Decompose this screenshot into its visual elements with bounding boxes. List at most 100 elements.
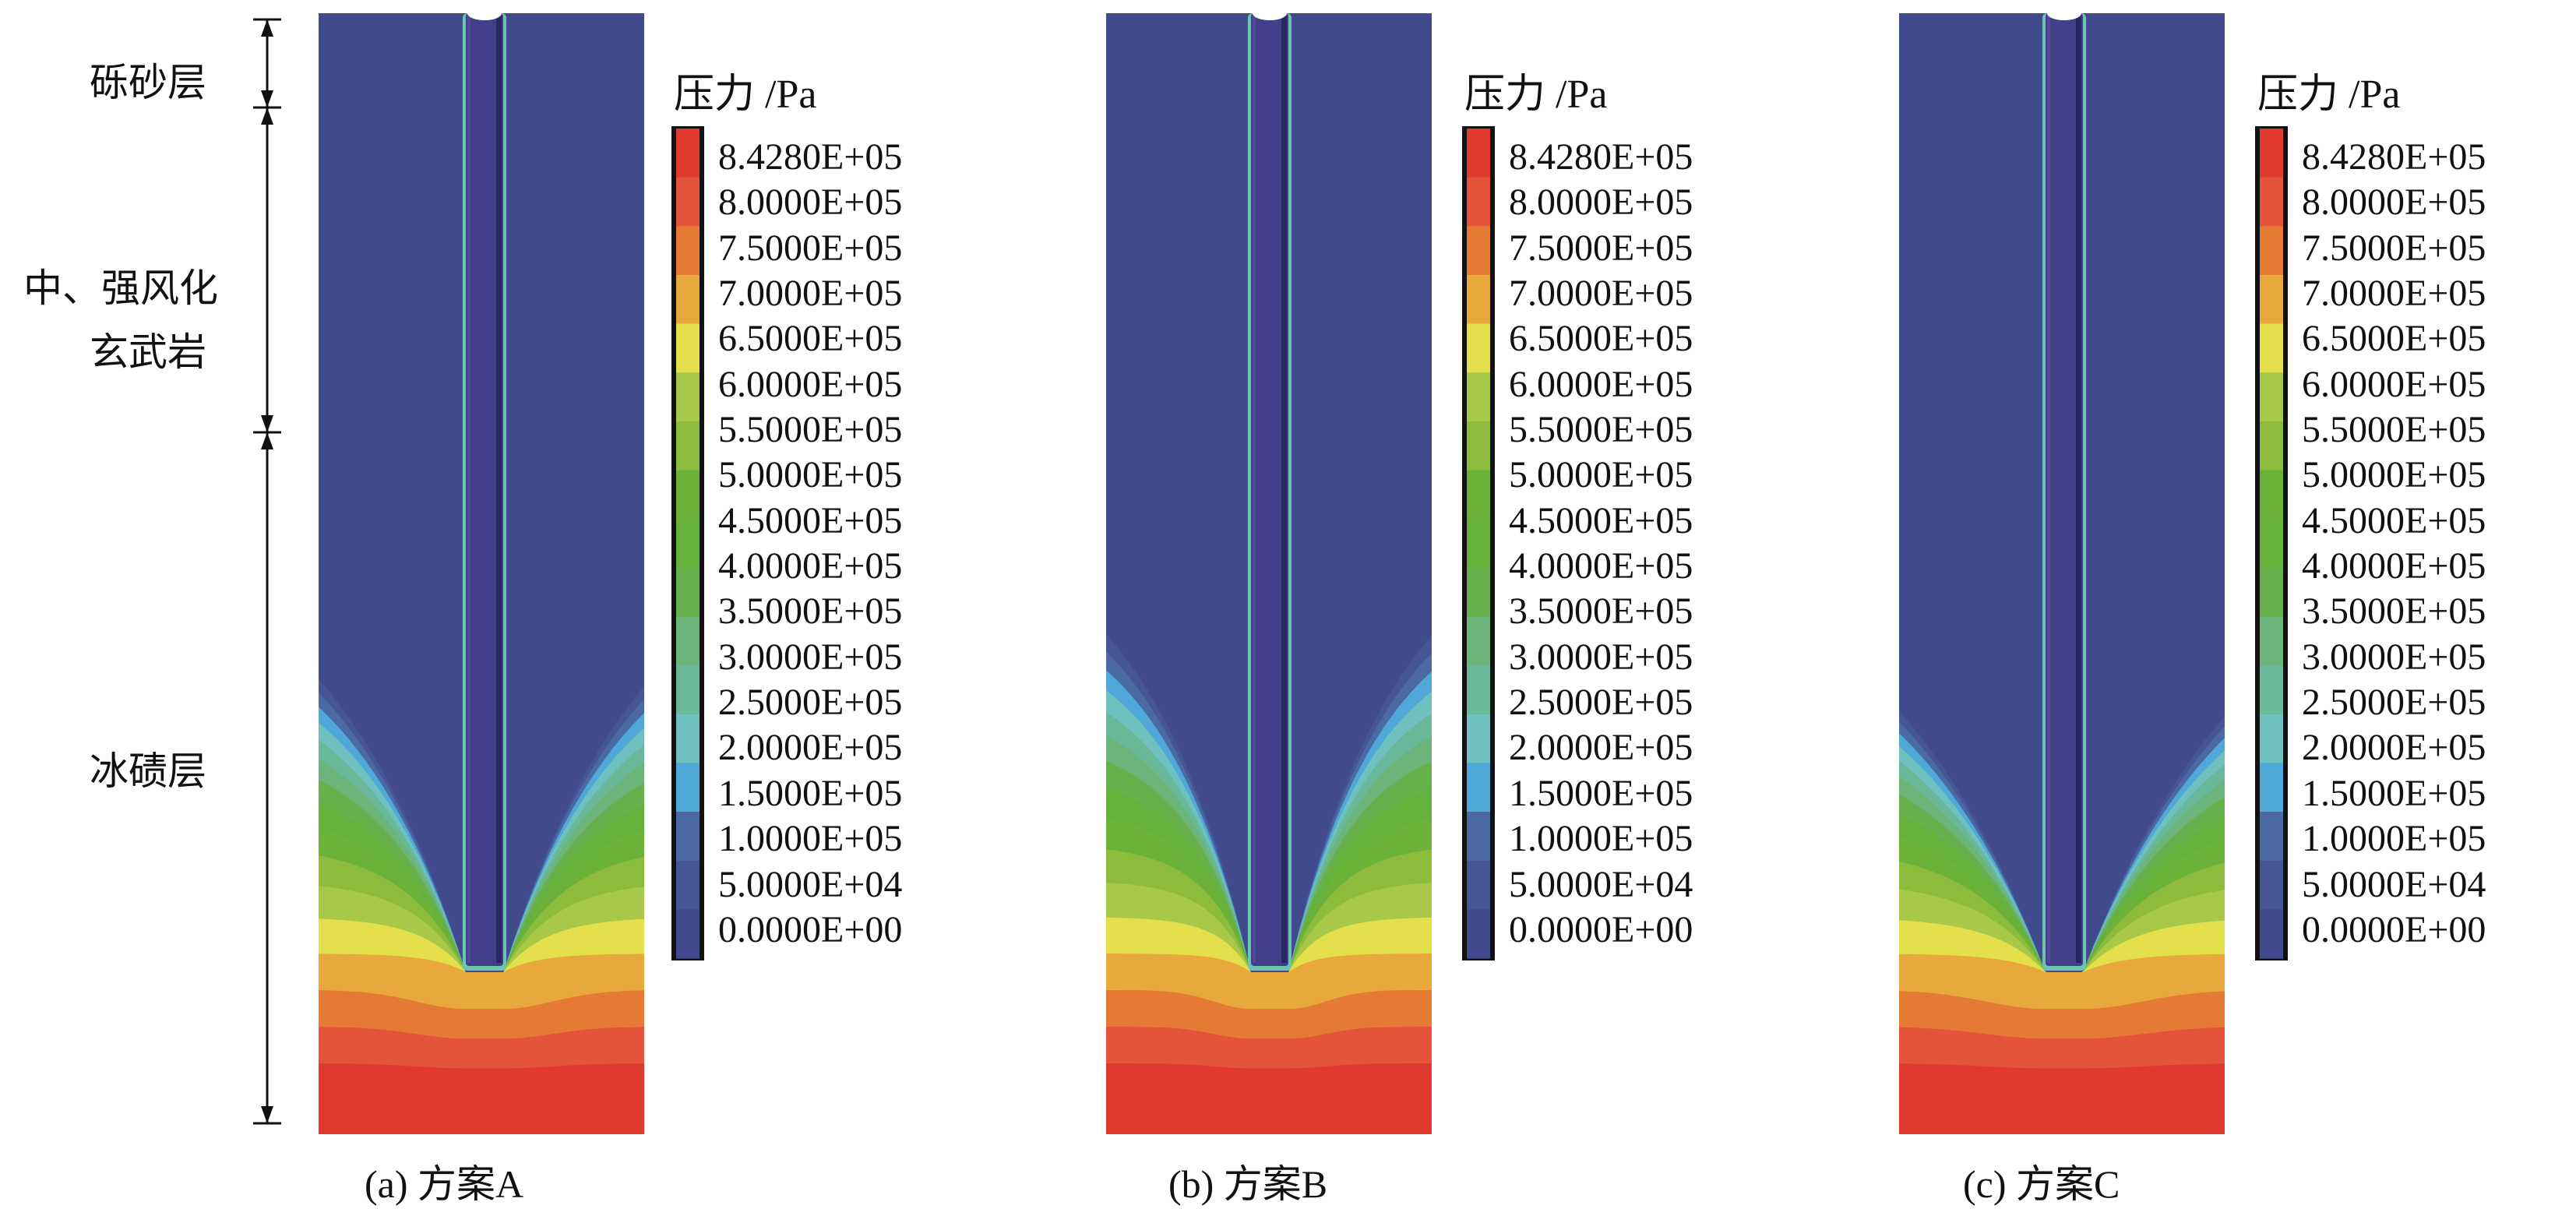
legend-label: 3.5000E+05 <box>2302 590 2486 633</box>
legend-label: 4.5000E+05 <box>2302 499 2486 541</box>
well-edge-B <box>1281 13 1287 963</box>
stratum-label-moraine: 冰碛层 <box>90 749 206 794</box>
legend-label: 5.0000E+04 <box>2302 863 2486 905</box>
legend-label: 5.5000E+05 <box>2302 409 2486 451</box>
colorbar-swatch-2-12 <box>2260 714 2283 763</box>
well-edge-A <box>496 13 502 963</box>
colorbar-swatch-0-16 <box>676 909 700 959</box>
colorbar-swatch-2-5 <box>2260 372 2283 422</box>
colorbar-swatch-0-11 <box>676 665 700 715</box>
colorbar-swatch-0-14 <box>676 812 700 862</box>
well-edge-C <box>2076 13 2081 963</box>
colorbar-swatch-2-13 <box>2260 763 2283 812</box>
colorbar-swatch-0-12 <box>676 714 700 763</box>
legend-label: 1.0000E+05 <box>718 818 903 860</box>
colorbar-swatch-2-1 <box>2260 177 2283 227</box>
legend-label: 8.0000E+05 <box>718 182 903 224</box>
legend-label: 8.4280E+05 <box>1509 136 1693 178</box>
legend-label: 7.0000E+05 <box>718 273 903 315</box>
legend-label: 7.5000E+05 <box>718 227 903 269</box>
arrow-up-icon <box>261 19 273 37</box>
legend-label: 0.0000E+00 <box>1509 908 1693 950</box>
legend-label: 8.0000E+05 <box>1509 182 1693 224</box>
colorbar-swatch-0-4 <box>676 323 700 373</box>
colorbar-swatch-2-15 <box>2260 860 2283 910</box>
well-A <box>466 13 503 966</box>
legend-label: 2.0000E+05 <box>718 727 903 769</box>
legend-label: 1.5000E+05 <box>718 772 903 814</box>
legend-labels: 8.4280E+05 8.0000E+05 7.5000E+05 7.0000E+05… <box>2302 139 2486 949</box>
colorbar-swatch-0-15 <box>676 860 700 910</box>
legend-label: 4.5000E+05 <box>1509 499 1693 541</box>
legend-label: 5.0000E+05 <box>2302 454 2486 496</box>
legend-label: 2.0000E+05 <box>2302 727 2486 769</box>
colorbar-swatch-1-13 <box>1467 763 1490 812</box>
legend-label: 5.5000E+05 <box>718 409 903 451</box>
legend-label: 5.0000E+05 <box>718 454 903 496</box>
legend-label: 3.0000E+05 <box>2302 636 2486 678</box>
legend-label: 3.5000E+05 <box>1509 590 1693 633</box>
colorbar-swatch-0-2 <box>676 226 700 276</box>
legend-title: 压力 /Pa <box>674 72 817 117</box>
caption-c: (c) 方案C <box>1963 1162 2120 1206</box>
well-C <box>2046 13 2083 966</box>
legend-label: 8.0000E+05 <box>2302 182 2486 224</box>
well-top-notch-C <box>2047 6 2081 20</box>
colorbar-swatch-1-15 <box>1467 860 1490 910</box>
legend-labels: 8.4280E+05 8.0000E+05 7.5000E+05 7.0000E+05… <box>1509 139 1693 949</box>
colorbar-swatch-2-2 <box>2260 226 2283 276</box>
legend-label: 3.5000E+05 <box>718 590 903 633</box>
colorbar-swatch-2-3 <box>2260 274 2283 325</box>
colorbar-swatch-2-8 <box>2260 519 2283 569</box>
legend-label: 1.5000E+05 <box>1509 772 1693 814</box>
arrow-down-icon <box>261 415 273 432</box>
legend-label: 1.5000E+05 <box>2302 772 2486 814</box>
legend-label: 5.5000E+05 <box>1509 409 1693 451</box>
colorbar-swatch-0-3 <box>676 274 700 325</box>
colorbar-swatch-2-14 <box>2260 812 2283 862</box>
arrow-up-icon <box>261 108 273 125</box>
legend-label: 1.0000E+05 <box>2302 818 2486 860</box>
colorbar-swatch-1-14 <box>1467 812 1490 862</box>
legend-label: 8.4280E+05 <box>718 136 903 178</box>
colorbar-swatch-0-0 <box>676 129 700 178</box>
legend-label: 6.5000E+05 <box>718 318 903 360</box>
colorbar-swatch-0-9 <box>676 567 700 617</box>
colorbar-swatch-0-6 <box>676 421 700 471</box>
legend-label: 2.5000E+05 <box>2302 682 2486 724</box>
colorbar-swatch-2-11 <box>2260 665 2283 715</box>
well-edge-light-A <box>467 13 470 963</box>
legend-label: 3.0000E+05 <box>718 636 903 678</box>
well-edge-light-C <box>2047 13 2050 963</box>
legend-label: 2.5000E+05 <box>1509 682 1693 724</box>
legend-label: 7.5000E+05 <box>1509 227 1693 269</box>
colorbar-swatch-2-16 <box>2260 909 2283 959</box>
arrow-down-icon <box>261 90 273 108</box>
legend-label: 5.0000E+04 <box>1509 863 1693 905</box>
well-B <box>1251 13 1288 966</box>
arrow-down-icon <box>261 1106 273 1123</box>
legend-label: 6.5000E+05 <box>2302 318 2486 360</box>
colorbar-swatch-2-9 <box>2260 567 2283 617</box>
colorbar-swatch-2-6 <box>2260 421 2283 471</box>
colorbar-swatch-0-5 <box>676 372 700 422</box>
colorbar-swatch-0-8 <box>676 519 700 569</box>
colorbar-swatch-1-5 <box>1467 372 1490 422</box>
colorbar-swatch-1-7 <box>1467 470 1490 520</box>
well-edge-light-B <box>1253 13 1256 963</box>
legend-labels: 8.4280E+05 8.0000E+05 7.5000E+05 7.0000E+05… <box>718 139 902 949</box>
colorbar-swatch-1-1 <box>1467 177 1490 227</box>
legend-title: 压力 /Pa <box>1464 72 1608 117</box>
arrow-up-icon <box>261 432 273 449</box>
caption-b: (b) 方案B <box>1168 1162 1328 1206</box>
colorbar-swatch-1-9 <box>1467 567 1490 617</box>
caption-a: (a) 方案A <box>365 1162 524 1206</box>
colorbar-swatch-1-0 <box>1467 129 1490 178</box>
colorbar-swatch-1-12 <box>1467 714 1490 763</box>
colorbar-swatch-0-1 <box>676 177 700 227</box>
legend-label: 4.0000E+05 <box>1509 545 1693 587</box>
legend-label: 0.0000E+00 <box>718 908 903 950</box>
stratum-label-gravel-sand: 砾砂层 <box>90 60 206 105</box>
colorbar-swatch-1-3 <box>1467 274 1490 325</box>
